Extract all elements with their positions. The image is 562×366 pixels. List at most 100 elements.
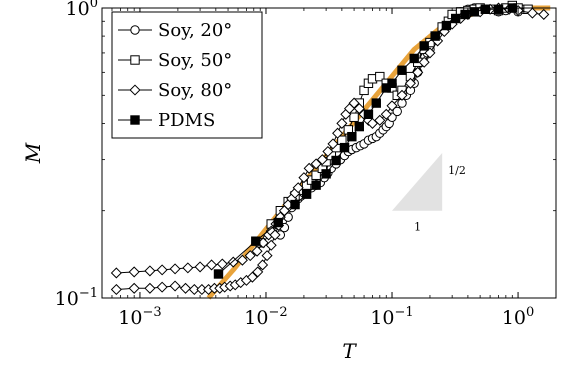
legend-marker: [130, 115, 140, 125]
series-4-point: [347, 131, 357, 142]
slope-triangle: 1/2 1: [392, 153, 466, 234]
series-3-point: [194, 261, 206, 273]
series-3-point: [353, 103, 365, 115]
series-4-point: [450, 13, 461, 24]
series-3-point: [380, 108, 392, 120]
series-3-point: [526, 7, 538, 19]
series-4-point: [397, 65, 407, 75]
series-4-point: [469, 7, 480, 17]
series-3-point: [128, 282, 140, 294]
series-layer: [110, 0, 550, 296]
legend-marker: [130, 55, 140, 65]
series-4-point: [339, 142, 350, 153]
series-4-point: [387, 78, 397, 88]
legend-label: Soy, 50°: [158, 50, 232, 71]
series-3-point: [110, 283, 122, 296]
series-4-point: [311, 180, 321, 190]
y-tick-label: 100: [66, 0, 98, 20]
series-3-point: [336, 117, 348, 129]
x-tick-label: 10−3: [118, 305, 161, 329]
series-2-point: [311, 170, 321, 180]
series-4-point: [419, 41, 429, 51]
legend: Soy, 20° Soy, 50° Soy, 80° PDMS: [111, 11, 263, 139]
slope-triangle-shape: [392, 153, 443, 211]
series-3-point: [156, 264, 168, 276]
series-3-point: [144, 282, 156, 294]
series-4-point: [301, 189, 312, 199]
series-2-line: [259, 4, 529, 244]
series-3-point: [322, 145, 334, 158]
slope-rise-label: 1/2: [448, 164, 466, 177]
x-axis-label: T: [342, 339, 357, 363]
series-4-point: [430, 31, 440, 41]
legend-label: Soy, 20°: [158, 20, 232, 41]
series-3-point: [265, 239, 277, 251]
series-4-point: [273, 217, 283, 228]
series-4-point: [371, 98, 381, 108]
series-3-point: [316, 154, 328, 166]
series-3-point: [216, 258, 228, 270]
series-3-point: [292, 182, 304, 194]
series-2-point: [349, 112, 359, 122]
series-3-point: [257, 259, 269, 271]
series-3-point: [418, 56, 430, 68]
series-3-point: [412, 66, 424, 78]
series-3-point: [156, 281, 168, 293]
series-3-point: [374, 114, 386, 126]
x-tick-label: 10−1: [370, 305, 413, 329]
series-3-point: [310, 158, 322, 170]
series-3-point: [236, 254, 248, 266]
series-3-point: [261, 250, 273, 262]
series-3-point: [169, 263, 181, 275]
series-1-point: [392, 106, 402, 117]
series-3-point: [332, 127, 344, 139]
legend-marker: [129, 84, 141, 96]
axes: 10−3 10−2 10−1 100 10−1 100 T M: [21, 0, 557, 363]
slope-run-label: 1: [414, 221, 421, 234]
series-3-point: [251, 245, 263, 257]
series-3-point: [179, 282, 192, 294]
series-3-point: [327, 138, 339, 150]
series-3-point: [348, 97, 360, 109]
series-3-point: [206, 259, 218, 271]
series-4-point: [251, 236, 261, 246]
series-4-point: [441, 20, 452, 31]
series-3-point: [538, 8, 550, 20]
series-3-point: [227, 256, 239, 268]
series-3-point: [396, 89, 408, 101]
legend-label: PDMS: [158, 110, 215, 131]
series-4-point: [354, 121, 364, 132]
series-3-point: [404, 77, 416, 89]
series-3-point: [244, 250, 256, 262]
series-3-point: [182, 262, 194, 274]
series-3-point: [188, 283, 200, 296]
series-3-point: [252, 266, 264, 278]
x-tick-label: 100: [502, 305, 534, 329]
series-3-point: [110, 267, 122, 279]
x-tick-label: 10−2: [244, 305, 287, 329]
series-3-point: [298, 172, 310, 184]
y-tick-label: 10−1: [55, 286, 98, 310]
plot-frame: [101, 7, 557, 299]
series-2-point: [375, 71, 385, 82]
series-3-point: [269, 229, 281, 241]
series-4-point: [321, 169, 331, 179]
series-4-point: [460, 9, 470, 20]
series-3-point: [366, 117, 379, 129]
series-4-point: [363, 109, 374, 119]
series-3-point: [144, 265, 156, 277]
series-2-point: [301, 180, 312, 190]
y-axis-label: M: [21, 142, 45, 164]
series-3-point: [246, 271, 258, 283]
series-4-point: [409, 53, 419, 64]
series-3-point: [128, 266, 140, 278]
series-3-point: [386, 100, 398, 112]
series-3-point: [169, 280, 181, 292]
series-3-point: [303, 162, 315, 174]
series-4-point: [331, 155, 341, 166]
legend-marker: [130, 25, 140, 35]
series-4-point: [290, 199, 300, 210]
series-4-point: [213, 269, 224, 279]
series-4-point: [480, 4, 491, 14]
